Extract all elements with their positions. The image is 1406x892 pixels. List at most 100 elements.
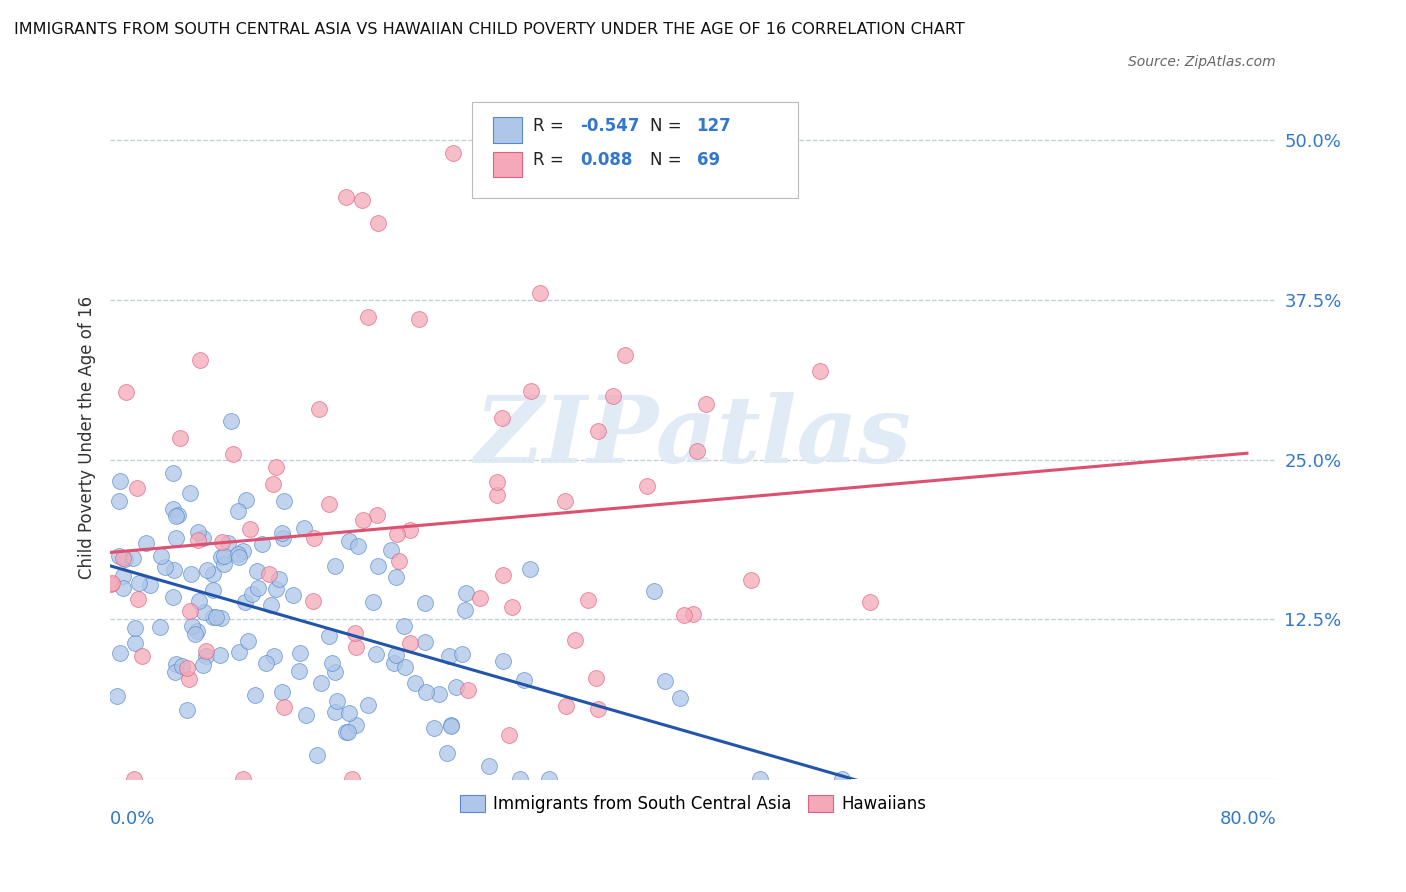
Point [437,649,460,664]
Point [176,661,198,675]
Point [177,673,200,687]
Point [108,475,131,489]
Legend: Immigrants from South Central Asia, Hawaiians: Immigrants from South Central Asia, Hawa… [453,789,934,820]
Point [519,562,541,576]
Point [232,543,254,558]
Point [356,310,378,325]
Point [209,611,232,625]
Point [509,772,531,786]
Point [492,567,515,582]
Point [485,475,508,489]
Point [262,477,284,491]
Point [219,414,242,428]
Point [100,577,122,591]
Point [613,348,636,362]
Point [513,673,536,687]
Text: 69: 69 [696,152,720,169]
Point [228,550,250,565]
Point [127,592,149,607]
Point [325,665,347,680]
Point [643,583,665,598]
Point [668,690,690,705]
Point [673,608,696,623]
Point [162,590,184,604]
Point [271,525,294,540]
Point [440,719,463,733]
Point [273,494,295,508]
Point [163,665,186,680]
Point [273,699,295,714]
Point [367,559,389,574]
Point [501,600,523,615]
Point [384,648,406,663]
Point [259,566,281,581]
Point [122,772,145,786]
Point [243,688,266,702]
Point [267,572,290,586]
Point [180,566,202,581]
Point [325,705,347,719]
Point [740,573,762,587]
Point [246,564,269,578]
Point [357,698,380,712]
Point [153,559,176,574]
Point [100,575,122,590]
Point [165,531,187,545]
Point [131,649,153,664]
Point [408,312,430,326]
FancyBboxPatch shape [492,152,522,178]
Point [347,539,370,553]
Point [235,493,257,508]
Point [194,649,217,664]
Point [221,447,243,461]
Point [486,487,509,501]
Point [108,549,131,564]
Point [366,508,388,523]
Point [236,633,259,648]
Point [380,542,402,557]
Point [586,424,609,438]
Point [202,610,225,624]
Point [564,633,586,648]
Text: 0.088: 0.088 [581,152,633,169]
Point [239,521,262,535]
Point [554,493,576,508]
Point [201,566,224,581]
Point [212,558,235,572]
Text: R =: R = [533,117,569,135]
Point [422,721,444,735]
Point [323,558,346,573]
Text: 80.0%: 80.0% [1219,810,1277,828]
Point [492,654,515,668]
Point [165,657,187,672]
Text: ZIPatlas: ZIPatlas [475,392,911,483]
Point [831,772,853,786]
Point [170,659,193,673]
Point [404,676,426,690]
Text: 127: 127 [696,117,731,135]
Point [470,591,492,605]
Point [576,593,599,607]
Point [288,646,311,660]
Point [165,508,187,523]
Point [344,640,367,654]
Point [392,618,415,632]
Point [233,595,256,609]
Point [318,629,340,643]
Point [150,549,173,564]
Point [537,772,560,786]
Point [187,533,209,548]
Point [121,551,143,566]
Point [288,664,311,678]
Point [478,759,501,773]
Point [112,568,135,582]
Point [186,624,208,639]
Point [302,531,325,545]
Point [388,553,411,567]
Point [114,384,136,399]
Point [250,537,273,551]
Point [128,575,150,590]
Point [176,703,198,717]
Text: Source: ZipAtlas.com: Source: ZipAtlas.com [1129,55,1277,70]
Point [264,460,287,475]
